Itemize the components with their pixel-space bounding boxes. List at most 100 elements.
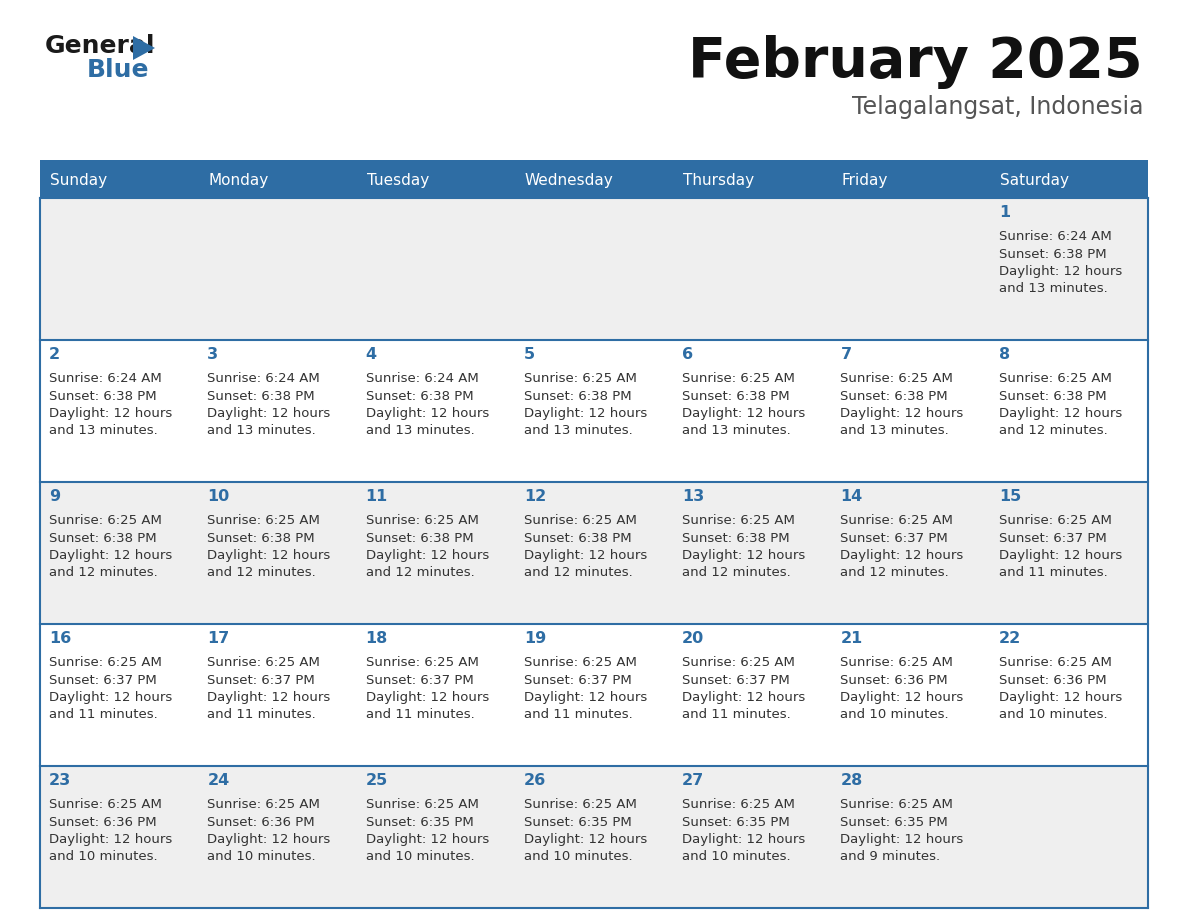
Text: 24: 24 (207, 773, 229, 788)
Text: Monday: Monday (208, 174, 268, 188)
Text: Sunset: 6:36 PM: Sunset: 6:36 PM (840, 674, 948, 687)
Text: Daylight: 12 hours: Daylight: 12 hours (840, 833, 963, 846)
Text: Daylight: 12 hours: Daylight: 12 hours (682, 691, 805, 704)
Text: Tuesday: Tuesday (367, 174, 429, 188)
Text: Daylight: 12 hours: Daylight: 12 hours (524, 407, 647, 420)
Text: Sunset: 6:37 PM: Sunset: 6:37 PM (49, 674, 157, 687)
Text: Thursday: Thursday (683, 174, 754, 188)
Text: Sunset: 6:38 PM: Sunset: 6:38 PM (207, 532, 315, 544)
Text: Daylight: 12 hours: Daylight: 12 hours (49, 691, 172, 704)
Text: and 13 minutes.: and 13 minutes. (840, 424, 949, 438)
Text: Daylight: 12 hours: Daylight: 12 hours (366, 549, 488, 562)
Text: 3: 3 (207, 347, 219, 362)
Text: 25: 25 (366, 773, 387, 788)
Text: Daylight: 12 hours: Daylight: 12 hours (207, 691, 330, 704)
Text: and 10 minutes.: and 10 minutes. (682, 850, 791, 864)
Text: and 12 minutes.: and 12 minutes. (49, 566, 158, 579)
Text: Daylight: 12 hours: Daylight: 12 hours (49, 549, 172, 562)
Text: 21: 21 (840, 631, 862, 646)
Text: Sunset: 6:38 PM: Sunset: 6:38 PM (524, 532, 632, 544)
Text: Sunrise: 6:25 AM: Sunrise: 6:25 AM (524, 514, 637, 527)
Text: Daylight: 12 hours: Daylight: 12 hours (49, 407, 172, 420)
Text: and 12 minutes.: and 12 minutes. (682, 566, 791, 579)
Text: 23: 23 (49, 773, 71, 788)
Text: 13: 13 (682, 489, 704, 504)
Text: Sunrise: 6:24 AM: Sunrise: 6:24 AM (49, 372, 162, 385)
Text: and 12 minutes.: and 12 minutes. (207, 566, 316, 579)
Text: 19: 19 (524, 631, 546, 646)
Text: Sunrise: 6:25 AM: Sunrise: 6:25 AM (682, 798, 795, 811)
Text: Wednesday: Wednesday (525, 174, 614, 188)
Text: and 10 minutes.: and 10 minutes. (49, 850, 158, 864)
Text: Sunday: Sunday (50, 174, 107, 188)
Text: Sunset: 6:35 PM: Sunset: 6:35 PM (524, 815, 632, 829)
Text: Sunset: 6:37 PM: Sunset: 6:37 PM (207, 674, 315, 687)
Text: Sunset: 6:38 PM: Sunset: 6:38 PM (840, 389, 948, 402)
Text: 26: 26 (524, 773, 546, 788)
Text: and 10 minutes.: and 10 minutes. (366, 850, 474, 864)
Text: 6: 6 (682, 347, 694, 362)
Text: Sunset: 6:38 PM: Sunset: 6:38 PM (366, 389, 473, 402)
Text: 22: 22 (999, 631, 1020, 646)
Text: Sunrise: 6:25 AM: Sunrise: 6:25 AM (49, 656, 162, 669)
Text: Sunset: 6:38 PM: Sunset: 6:38 PM (207, 389, 315, 402)
Text: Sunrise: 6:25 AM: Sunrise: 6:25 AM (524, 372, 637, 385)
Text: Sunrise: 6:25 AM: Sunrise: 6:25 AM (524, 656, 637, 669)
Text: Sunrise: 6:25 AM: Sunrise: 6:25 AM (207, 798, 320, 811)
Bar (40, 482, 1148, 624)
Text: Daylight: 12 hours: Daylight: 12 hours (524, 691, 647, 704)
Text: Sunrise: 6:25 AM: Sunrise: 6:25 AM (840, 798, 953, 811)
Text: and 11 minutes.: and 11 minutes. (366, 709, 474, 722)
Text: 20: 20 (682, 631, 704, 646)
Text: Daylight: 12 hours: Daylight: 12 hours (366, 833, 488, 846)
Text: Sunrise: 6:25 AM: Sunrise: 6:25 AM (840, 514, 953, 527)
Text: Sunset: 6:36 PM: Sunset: 6:36 PM (207, 815, 315, 829)
Text: Daylight: 12 hours: Daylight: 12 hours (840, 549, 963, 562)
Text: 5: 5 (524, 347, 535, 362)
Text: 18: 18 (366, 631, 387, 646)
Text: and 11 minutes.: and 11 minutes. (49, 709, 158, 722)
Text: Daylight: 12 hours: Daylight: 12 hours (840, 407, 963, 420)
Text: and 12 minutes.: and 12 minutes. (366, 566, 474, 579)
Text: Sunset: 6:38 PM: Sunset: 6:38 PM (366, 532, 473, 544)
Text: General: General (45, 34, 156, 58)
Text: and 13 minutes.: and 13 minutes. (207, 424, 316, 438)
Text: Sunset: 6:35 PM: Sunset: 6:35 PM (682, 815, 790, 829)
Bar (40, 160, 1148, 164)
Text: and 11 minutes.: and 11 minutes. (524, 709, 632, 722)
Text: and 11 minutes.: and 11 minutes. (207, 709, 316, 722)
Text: Sunrise: 6:25 AM: Sunrise: 6:25 AM (840, 372, 953, 385)
Text: Sunset: 6:36 PM: Sunset: 6:36 PM (999, 674, 1106, 687)
Text: Sunset: 6:35 PM: Sunset: 6:35 PM (366, 815, 473, 829)
Text: Daylight: 12 hours: Daylight: 12 hours (682, 833, 805, 846)
Text: Sunset: 6:38 PM: Sunset: 6:38 PM (524, 389, 632, 402)
Text: Sunset: 6:37 PM: Sunset: 6:37 PM (682, 674, 790, 687)
Text: Sunrise: 6:25 AM: Sunrise: 6:25 AM (366, 656, 479, 669)
Text: Daylight: 12 hours: Daylight: 12 hours (840, 691, 963, 704)
Bar (40, 624, 1148, 766)
Text: Blue: Blue (87, 58, 150, 82)
Text: and 10 minutes.: and 10 minutes. (999, 709, 1107, 722)
Text: Daylight: 12 hours: Daylight: 12 hours (999, 549, 1121, 562)
Text: Telagalangsat, Indonesia: Telagalangsat, Indonesia (852, 95, 1143, 119)
Text: Sunrise: 6:25 AM: Sunrise: 6:25 AM (207, 514, 320, 527)
Text: Daylight: 12 hours: Daylight: 12 hours (366, 691, 488, 704)
Text: Friday: Friday (841, 174, 887, 188)
Polygon shape (133, 36, 154, 60)
Text: Sunrise: 6:25 AM: Sunrise: 6:25 AM (49, 514, 162, 527)
Text: and 13 minutes.: and 13 minutes. (999, 283, 1107, 296)
Text: and 13 minutes.: and 13 minutes. (49, 424, 158, 438)
Bar (40, 340, 1148, 482)
Text: Daylight: 12 hours: Daylight: 12 hours (207, 407, 330, 420)
Text: Daylight: 12 hours: Daylight: 12 hours (524, 833, 647, 846)
Text: and 11 minutes.: and 11 minutes. (999, 566, 1107, 579)
Text: 17: 17 (207, 631, 229, 646)
Text: Sunset: 6:37 PM: Sunset: 6:37 PM (366, 674, 473, 687)
Text: and 10 minutes.: and 10 minutes. (524, 850, 632, 864)
Text: Sunrise: 6:25 AM: Sunrise: 6:25 AM (366, 798, 479, 811)
Text: Daylight: 12 hours: Daylight: 12 hours (207, 549, 330, 562)
Text: Sunrise: 6:25 AM: Sunrise: 6:25 AM (524, 798, 637, 811)
Text: 12: 12 (524, 489, 546, 504)
Text: 10: 10 (207, 489, 229, 504)
Text: and 13 minutes.: and 13 minutes. (524, 424, 632, 438)
